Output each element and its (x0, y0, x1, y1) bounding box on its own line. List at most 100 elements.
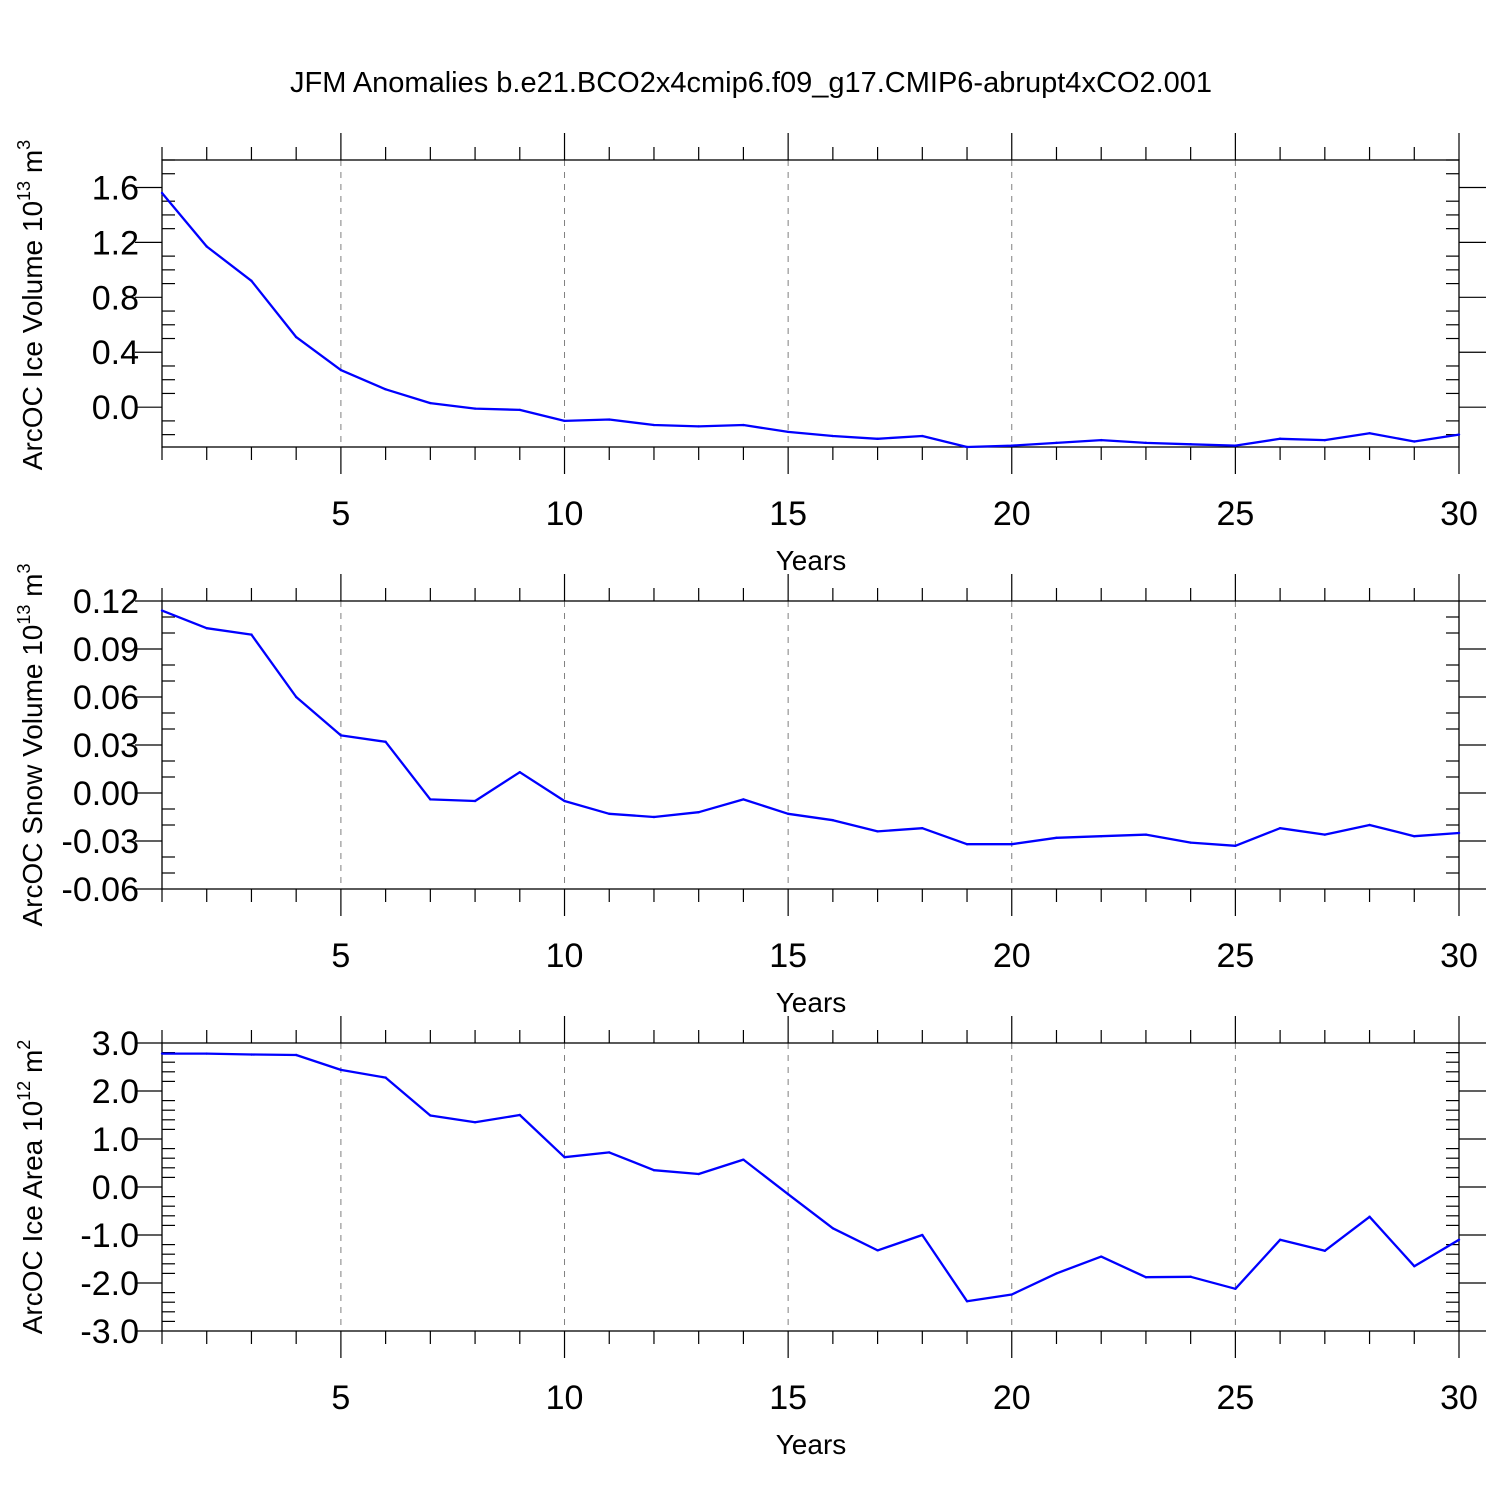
data-point (1413, 1265, 1416, 1268)
data-point (876, 1249, 879, 1252)
data-point (160, 1052, 164, 1055)
x-tick-label: 20 (993, 1379, 1031, 1417)
series-line (161, 609, 1460, 847)
x-tick-label: 10 (546, 495, 584, 533)
data-point (831, 434, 835, 438)
data-point (1413, 835, 1416, 838)
y-tick-label: 0.12 (73, 583, 139, 621)
series-line (161, 192, 1460, 449)
data-point (339, 368, 343, 372)
data-point (473, 1121, 477, 1124)
data-point (473, 799, 477, 803)
y-axis-title-exponent: 13 (14, 181, 34, 201)
y-axis-title-exponent: 13 (14, 605, 34, 625)
y-tick-label: 2.0 (92, 1073, 139, 1111)
y-tick-label: 1.6 (92, 169, 139, 207)
data-point (1144, 833, 1148, 836)
y-axis-title-unit: m (17, 1050, 48, 1081)
data-point (1010, 843, 1013, 846)
data-point (608, 1151, 611, 1154)
x-tick-label: 15 (769, 495, 807, 533)
data-point (384, 388, 387, 391)
plot-frame (161, 159, 1460, 448)
data-point (518, 1113, 521, 1117)
data-point (1278, 437, 1282, 440)
y-tick-label: -0.03 (62, 823, 140, 861)
data-point (876, 437, 879, 440)
x-tick-label: 25 (1216, 1379, 1254, 1417)
x-axis-title: Years (776, 1429, 847, 1460)
y-tick-label: 1.2 (92, 224, 139, 262)
data-point (1234, 844, 1237, 847)
data-point (205, 1052, 208, 1055)
y-axis-title-unit: m (17, 150, 48, 181)
x-tick-label: 25 (1216, 495, 1254, 533)
y-axis-title-unit: m (17, 573, 48, 604)
y-axis-title: ArcOC Ice Area 1012 m2 (14, 1040, 48, 1335)
data-point (160, 191, 164, 195)
data-point (965, 1300, 969, 1303)
data-point (608, 418, 611, 421)
data-point (742, 1158, 745, 1161)
y-tick-label: 0.09 (73, 631, 139, 669)
data-point (1323, 438, 1327, 442)
data-point (921, 827, 924, 830)
data-point (786, 430, 790, 434)
data-point (697, 811, 700, 814)
x-tick-label: 5 (331, 1379, 350, 1417)
y-axis-title-text: ArcOC Ice Volume 10 (17, 201, 48, 470)
y-tick-label: 0.00 (73, 775, 139, 813)
y-tick-label: 0.03 (73, 727, 139, 765)
y-axis-title-unit-exponent: 3 (14, 563, 34, 573)
y-axis-title: ArcOC Snow Volume 1013 m3 (14, 563, 48, 926)
data-point (339, 734, 343, 737)
y-tick-label: -3.0 (80, 1313, 139, 1351)
data-point (1368, 1215, 1371, 1218)
y-axis-title-unit-exponent: 2 (14, 1040, 34, 1050)
data-point (1055, 836, 1058, 839)
x-tick-label: 5 (331, 495, 350, 533)
data-point (742, 798, 745, 801)
figure-title: JFM Anomalies b.e21.BCO2x4cmip6.f09_g17.… (290, 67, 1212, 99)
y-tick-label: 0.0 (92, 1169, 139, 1207)
data-point (518, 408, 521, 412)
data-point (697, 425, 700, 428)
y-tick-label: 1.0 (92, 1121, 139, 1159)
data-point (742, 423, 745, 427)
data-point (1323, 1249, 1327, 1253)
y-tick-label: 3.0 (92, 1025, 139, 1063)
x-tick-label: 30 (1440, 937, 1478, 975)
y-tick-label: 0.4 (92, 334, 139, 372)
data-point (1189, 443, 1192, 446)
x-tick-label: 20 (993, 937, 1031, 975)
y-axis-title-text: ArcOC Snow Volume 10 (17, 625, 48, 927)
data-point (294, 335, 298, 339)
data-point (786, 812, 790, 815)
data-point (921, 1233, 924, 1237)
data-point (563, 419, 566, 423)
y-axis-title-exponent: 12 (14, 1081, 34, 1101)
data-point (1189, 1275, 1192, 1278)
data-point (652, 423, 656, 427)
x-axis-title: Years (776, 987, 847, 1018)
data-point (384, 1076, 387, 1079)
data-point (965, 843, 969, 846)
data-point (518, 771, 521, 774)
x-tick-label: 10 (546, 1379, 584, 1417)
data-point (1368, 432, 1371, 435)
data-point (608, 812, 611, 815)
y-axis-title-unit-exponent: 3 (14, 140, 34, 150)
data-point (1323, 833, 1327, 836)
data-point (160, 609, 164, 612)
data-point (786, 1193, 790, 1196)
plot-frame (161, 600, 1460, 890)
x-tick-label: 30 (1440, 495, 1478, 533)
x-tick-label: 5 (331, 937, 350, 975)
plot-frame (161, 1042, 1460, 1332)
x-tick-label: 25 (1216, 937, 1254, 975)
data-point (563, 1156, 566, 1159)
y-axis-title: ArcOC Ice Volume 1013 m3 (14, 140, 48, 470)
data-point (1010, 1293, 1013, 1296)
data-point (652, 815, 656, 819)
x-tick-label: 20 (993, 495, 1031, 533)
